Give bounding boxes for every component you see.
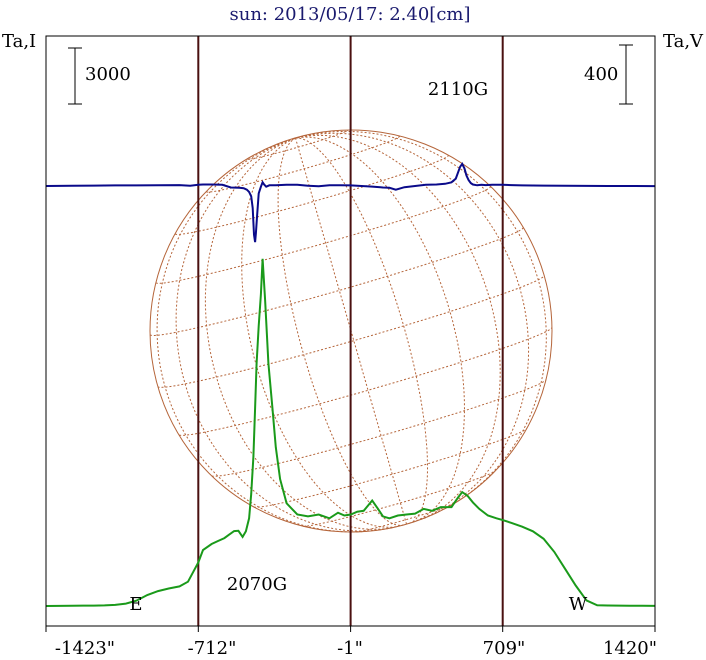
west-limb-label: W [569, 594, 588, 615]
scale-bar-left [68, 47, 82, 105]
disk-grid-line [277, 137, 404, 526]
x-tick-label: -1423" [55, 638, 115, 659]
disk-grid-line [247, 130, 348, 160]
disk-grid-line [157, 275, 545, 388]
disk-grid-line [206, 136, 400, 193]
limb-lines [197, 36, 504, 626]
chart-title: sun: 2013/05/17: 2.40[cm] [229, 4, 470, 25]
stokes-i-curve [45, 258, 656, 607]
scale-bar-right-label: 400 [584, 64, 618, 85]
disk-grid-line [179, 327, 553, 436]
x-tick-label: -712" [188, 638, 237, 659]
disk-grid-line [295, 132, 530, 519]
stokes-v-curve [45, 161, 656, 243]
scale-bar-left-label: 3000 [85, 64, 131, 85]
x-tick-label: 709" [483, 638, 526, 659]
x-axis-ticks [45, 626, 656, 632]
disk-grid-line [303, 470, 496, 527]
scale-bar-right [619, 44, 633, 105]
disk-grid-line [156, 137, 367, 533]
disk-grid-line [241, 137, 397, 528]
x-tick-label: 1420" [603, 638, 657, 659]
x-tick-label: -1" [337, 638, 363, 659]
disk-grid-line [174, 155, 449, 235]
annotation-2110g: 2110G [428, 79, 488, 100]
east-limb-label: E [129, 594, 142, 615]
disk-grid-line [253, 428, 528, 508]
annotation-2070g: 2070G [227, 574, 287, 595]
disk-grid-line [295, 130, 547, 510]
disk-grid-line [295, 137, 407, 525]
disk-grid-line [295, 137, 428, 524]
right-axis-label: Ta,V [663, 31, 704, 52]
disk-grid-line [155, 186, 492, 284]
left-axis-label: Ta,I [2, 31, 36, 52]
disk-grid-line [175, 137, 389, 532]
